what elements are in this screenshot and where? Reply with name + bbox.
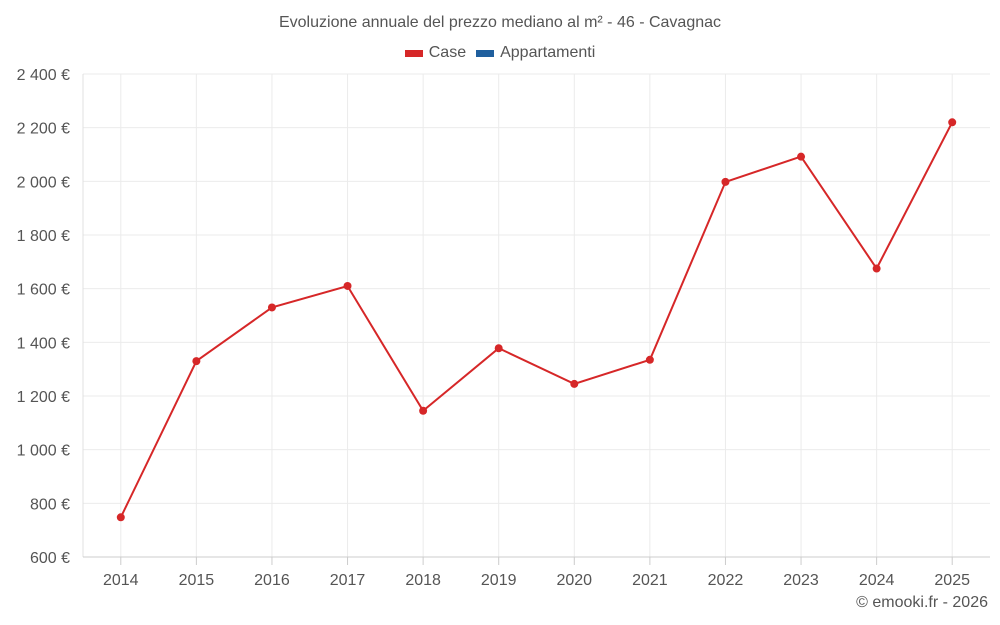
x-tick-label: 2015 (179, 572, 215, 589)
x-tick-label: 2025 (934, 572, 970, 589)
y-tick-label: 1 800 € (17, 228, 70, 245)
y-tick-label: 1 600 € (17, 282, 70, 299)
x-tick-label: 2023 (783, 572, 819, 589)
legend-label-case: Case (428, 44, 467, 61)
data-point-case (267, 303, 276, 312)
legend-label-appartamenti: Appartamenti (500, 44, 596, 61)
y-tick-label: 1 400 € (17, 335, 70, 352)
x-tick-label: 2018 (405, 572, 441, 589)
y-tick-label: 1 000 € (17, 443, 70, 460)
data-point-case (797, 152, 806, 161)
y-tick-label: 2 200 € (17, 121, 70, 138)
series-line-case (119, 121, 954, 518)
x-tick-label: 2017 (330, 572, 366, 589)
x-tick-label: 2019 (481, 572, 517, 589)
credit-text: © emooki.fr - 2026 (856, 594, 988, 611)
data-point-case (872, 264, 881, 273)
data-point-case (116, 513, 125, 522)
legend-swatch-case (404, 49, 423, 57)
data-point-case (494, 344, 503, 353)
y-tick-label: 2 000 € (17, 174, 70, 191)
legend: Case Appartamenti (0, 44, 1000, 62)
y-tick-label: 600 € (30, 550, 70, 567)
x-tick-label: 2024 (859, 572, 895, 589)
chart-title: Evoluzione annuale del prezzo mediano al… (278, 14, 722, 31)
data-point-case (948, 118, 957, 127)
legend-swatch-appartamenti (476, 49, 495, 57)
data-point-case (343, 281, 352, 290)
y-tick-label: 2 400 € (17, 67, 70, 84)
data-point-case (419, 406, 428, 415)
y-tick-label: 1 200 € (17, 389, 70, 406)
x-tick-label: 2020 (556, 572, 592, 589)
data-point-case (570, 379, 579, 388)
x-tick-label: 2021 (632, 572, 668, 589)
legend-item-case[interactable]: Case (404, 44, 467, 62)
data-point-case (192, 357, 201, 366)
x-tick-label: 2016 (254, 572, 290, 589)
data-point-case (645, 355, 654, 364)
x-tick-label: 2014 (103, 572, 139, 589)
x-tick-label: 2022 (708, 572, 744, 589)
y-tick-label: 800 € (30, 496, 70, 513)
data-point-case (721, 177, 730, 186)
legend-item-appartamenti[interactable]: Appartamenti (476, 44, 595, 62)
